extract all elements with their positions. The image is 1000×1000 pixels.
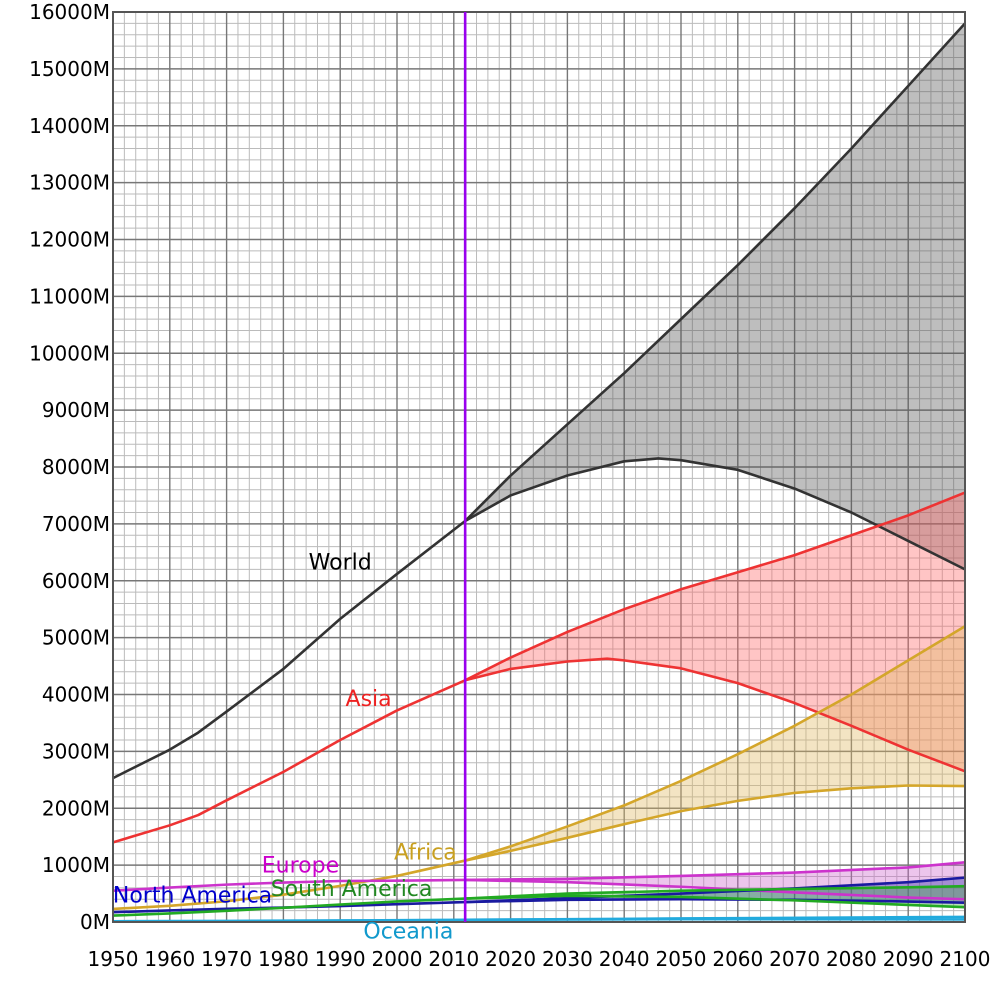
x-tick-label: 1950	[88, 947, 139, 971]
y-tick-label: 8000M	[42, 455, 110, 479]
europe-high-projection-line	[465, 860, 966, 882]
x-tick-label: 2060	[712, 947, 763, 971]
oceania-low-projection-line	[465, 917, 966, 922]
y-tick-label: 2000M	[42, 796, 110, 820]
y-tick-label: 16000M	[29, 0, 110, 24]
x-tick-label: 2010	[428, 947, 479, 971]
africa-projection-range	[465, 626, 965, 861]
y-tick-label: 1000M	[42, 853, 110, 877]
oceania-label: Oceania	[363, 919, 453, 944]
africa-label: Africa	[394, 840, 457, 865]
world-low-projection-line	[464, 457, 966, 571]
world-historic-line	[112, 520, 466, 780]
asia-high-projection-line	[464, 491, 966, 682]
south-america-label: South America	[271, 877, 433, 902]
y-tick-label: 14000M	[29, 114, 110, 138]
europe-label: Europe	[262, 854, 339, 879]
north-america-projection-range	[465, 877, 965, 903]
asia-low-projection-line	[464, 657, 966, 773]
series-lines	[112, 22, 966, 923]
y-tick-label: 7000M	[42, 512, 110, 536]
y-tick-label: 9000M	[42, 398, 110, 422]
asia-historic-line	[112, 679, 466, 844]
y-tick-label: 12000M	[29, 228, 110, 252]
asia-label: Asia	[346, 687, 392, 712]
world-label: World	[309, 550, 372, 575]
y-tick-label: 10000M	[29, 341, 110, 365]
x-axis-ticks: 1950 1960 1970 1980 1990 2000 2010 2020 2030 2040…	[88, 947, 991, 971]
x-tick-label: 2050	[656, 947, 707, 971]
y-tick-label: 0M	[80, 910, 110, 934]
north-america-label: North America	[113, 884, 272, 909]
y-tick-label: 5000M	[42, 626, 110, 650]
plot-frame	[112, 11, 966, 923]
x-tick-label: 2100	[940, 947, 991, 971]
europe-historic-line	[112, 878, 466, 893]
y-axis-ticks: 0M 1000M 2000M 3000M 4000M 5000M 6000M 7000M 800…	[29, 0, 110, 934]
africa-historic-line	[112, 859, 466, 911]
south-america-low-projection-line	[465, 894, 966, 909]
africa-low-projection-line	[464, 784, 966, 862]
y-tick-label: 15000M	[29, 57, 110, 81]
world-projection-range	[465, 23, 965, 570]
y-tick-label: 3000M	[42, 739, 110, 763]
x-tick-label: 2080	[826, 947, 877, 971]
x-tick-label: 2030	[542, 947, 593, 971]
south-america-historic-line	[112, 897, 466, 917]
x-tick-label: 2070	[769, 947, 820, 971]
y-tick-label: 6000M	[42, 569, 110, 593]
world-high-projection-line	[464, 22, 966, 522]
x-tick-label: 2000	[372, 947, 423, 971]
y-tick-label: 13000M	[29, 171, 110, 195]
x-tick-label: 2020	[485, 947, 536, 971]
x-tick-label: 1980	[258, 947, 309, 971]
x-tick-label: 2090	[883, 947, 934, 971]
x-tick-label: 2040	[599, 947, 650, 971]
series-labels: World Asia Africa Europe North AmericaSouth …	[113, 550, 457, 944]
x-tick-label: 1990	[315, 947, 366, 971]
y-tick-label: 4000M	[42, 683, 110, 707]
x-tick-label: 1960	[144, 947, 195, 971]
africa-high-projection-line	[464, 625, 966, 862]
x-tick-label: 1970	[201, 947, 252, 971]
south-america-high-projection-line	[465, 884, 966, 900]
y-tick-label: 11000M	[29, 284, 110, 308]
